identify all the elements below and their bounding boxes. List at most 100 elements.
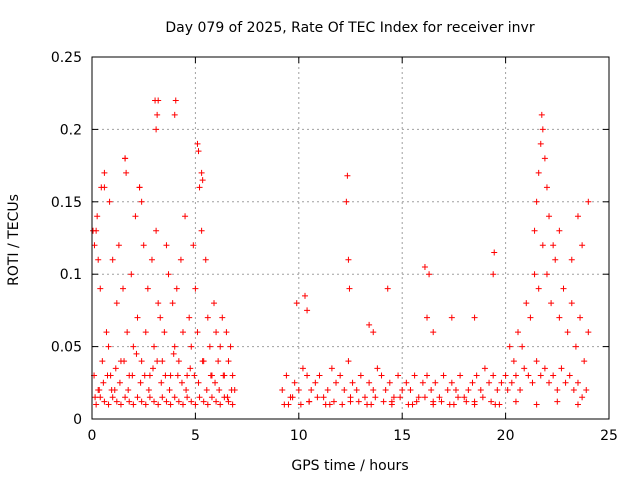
data-point bbox=[574, 401, 581, 408]
data-point bbox=[219, 314, 226, 321]
data-point bbox=[90, 227, 97, 234]
data-point bbox=[153, 126, 160, 133]
x-tick-label: 15 bbox=[393, 428, 411, 444]
data-point bbox=[510, 358, 517, 365]
data-point bbox=[158, 379, 165, 386]
data-point bbox=[581, 358, 588, 365]
x-tick-label: 25 bbox=[600, 428, 618, 444]
data-point bbox=[438, 398, 445, 405]
data-point bbox=[137, 379, 144, 386]
data-point bbox=[574, 213, 581, 220]
data-point bbox=[471, 314, 478, 321]
data-point bbox=[194, 140, 201, 147]
data-point bbox=[550, 372, 557, 379]
data-point bbox=[212, 379, 219, 386]
data-point bbox=[283, 372, 290, 379]
data-point bbox=[564, 329, 571, 336]
y-tick-label: 0.25 bbox=[51, 50, 82, 66]
data-point bbox=[481, 365, 488, 372]
data-point bbox=[554, 387, 561, 394]
y-tick-label: 0.05 bbox=[51, 340, 82, 356]
data-point bbox=[116, 379, 123, 386]
data-point bbox=[206, 343, 213, 350]
y-tick-label: 0.1 bbox=[60, 267, 82, 283]
data-point bbox=[285, 401, 292, 408]
data-point bbox=[103, 329, 110, 336]
data-point bbox=[109, 394, 116, 401]
data-point bbox=[506, 343, 513, 350]
data-point bbox=[397, 394, 404, 401]
data-point bbox=[558, 365, 565, 372]
data-point bbox=[491, 249, 498, 256]
data-point bbox=[333, 379, 340, 386]
data-point bbox=[195, 148, 202, 155]
data-point bbox=[183, 387, 190, 394]
data-point bbox=[346, 285, 353, 292]
data-point bbox=[138, 198, 145, 205]
data-point bbox=[347, 398, 354, 405]
data-point bbox=[521, 365, 528, 372]
data-point bbox=[199, 177, 206, 184]
x-tick-label: 10 bbox=[290, 428, 308, 444]
data-point bbox=[525, 372, 532, 379]
data-point bbox=[106, 198, 113, 205]
data-point bbox=[344, 172, 351, 179]
data-point bbox=[409, 401, 416, 408]
x-tick-label: 20 bbox=[497, 428, 515, 444]
data-point bbox=[150, 365, 157, 372]
data-point bbox=[538, 111, 545, 118]
data-point bbox=[187, 365, 194, 372]
data-point bbox=[154, 358, 161, 365]
data-point bbox=[370, 387, 377, 394]
data-point bbox=[543, 184, 550, 191]
data-point bbox=[543, 271, 550, 278]
data-point bbox=[146, 394, 153, 401]
data-point bbox=[163, 398, 170, 405]
data-point bbox=[215, 358, 222, 365]
data-point bbox=[166, 387, 173, 394]
data-point bbox=[289, 394, 296, 401]
data-point bbox=[122, 155, 129, 162]
data-point bbox=[97, 394, 104, 401]
data-point bbox=[151, 398, 158, 405]
data-point bbox=[227, 343, 234, 350]
data-point bbox=[432, 379, 439, 386]
data-point bbox=[345, 358, 352, 365]
data-point bbox=[229, 401, 236, 408]
data-point bbox=[465, 387, 472, 394]
data-point bbox=[92, 394, 99, 401]
data-point bbox=[125, 387, 132, 394]
y-tick-label: 0.2 bbox=[60, 122, 82, 138]
data-point bbox=[203, 387, 210, 394]
data-point bbox=[512, 372, 519, 379]
data-point bbox=[297, 401, 304, 408]
data-point bbox=[349, 379, 356, 386]
data-point bbox=[498, 379, 505, 386]
data-point bbox=[426, 271, 433, 278]
plot-frame bbox=[91, 56, 610, 420]
data-point bbox=[101, 398, 108, 405]
data-point bbox=[490, 271, 497, 278]
data-point bbox=[220, 372, 227, 379]
data-point bbox=[94, 213, 101, 220]
data-point bbox=[579, 394, 586, 401]
x-tick-label: 5 bbox=[191, 428, 200, 444]
data-point bbox=[519, 343, 526, 350]
data-point bbox=[140, 242, 147, 249]
data-point bbox=[533, 198, 540, 205]
data-point bbox=[324, 387, 331, 394]
data-point bbox=[192, 401, 199, 408]
data-point bbox=[450, 401, 457, 408]
data-point bbox=[144, 285, 151, 292]
data-point bbox=[182, 213, 189, 220]
data-point bbox=[162, 372, 169, 379]
data-point bbox=[390, 394, 397, 401]
data-point bbox=[142, 401, 149, 408]
data-point bbox=[585, 329, 592, 336]
data-point bbox=[186, 314, 193, 321]
data-point bbox=[171, 394, 178, 401]
data-point bbox=[419, 379, 426, 386]
data-point bbox=[145, 387, 152, 394]
data-point bbox=[570, 387, 577, 394]
data-point bbox=[100, 379, 107, 386]
